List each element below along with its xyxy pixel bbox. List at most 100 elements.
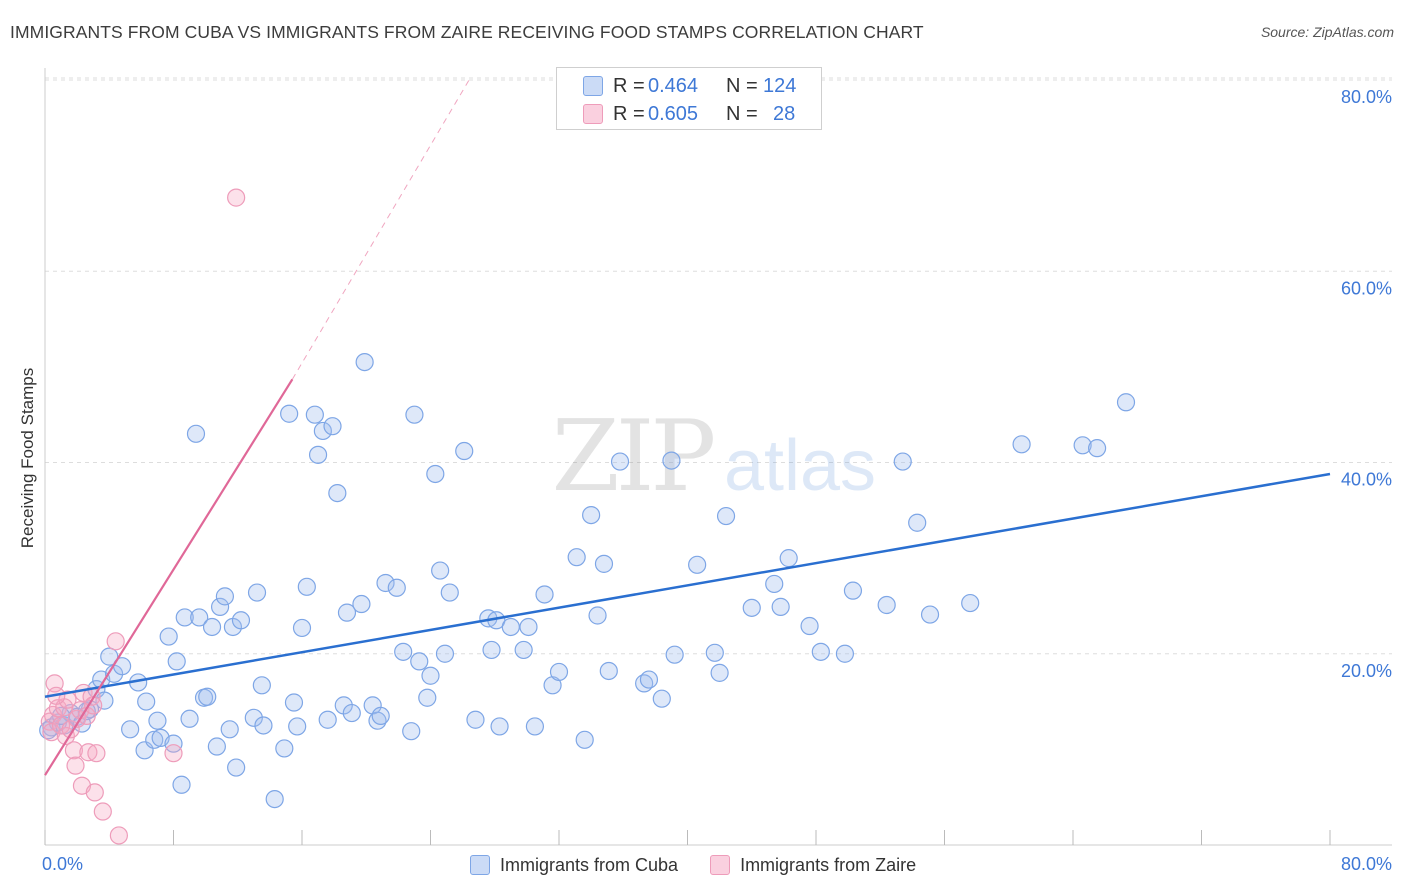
legend-row-zaire: R = 0.605 N = 28 — [557, 100, 821, 128]
cuba-point — [535, 585, 554, 604]
cuba-point — [779, 549, 798, 568]
cuba-point — [567, 548, 586, 567]
series-legend: Immigrants from Cuba Immigrants from Zai… — [470, 852, 948, 878]
cuba-point — [172, 775, 191, 794]
cuba-point — [288, 717, 307, 736]
cuba-point — [525, 717, 545, 736]
zaire-point — [85, 783, 104, 802]
watermark-zip: ZIP — [552, 400, 714, 514]
cuba-point — [811, 642, 830, 661]
y-tick-label: 40.0% — [1341, 470, 1392, 490]
zaire-point — [227, 188, 246, 207]
cuba-point — [254, 716, 273, 735]
cuba-point — [402, 722, 421, 741]
cuba-point — [180, 709, 199, 728]
cuba-point — [435, 644, 455, 663]
cuba-point — [688, 555, 707, 574]
zaire-point — [51, 716, 71, 735]
cuba-point — [100, 647, 119, 666]
cuba-point — [582, 505, 601, 525]
cuba-point — [639, 670, 659, 689]
legend-n-value: 124 — [763, 74, 797, 97]
cuba-point — [835, 644, 855, 663]
cuba-point — [198, 687, 217, 706]
cuba-point — [742, 598, 761, 617]
legend-n-label: N = — [726, 102, 758, 125]
tick-labels: 20.0% 40.0% 60.0% 80.0% 0.0% 80.0% — [42, 87, 1392, 874]
cuba-point — [490, 717, 509, 736]
zaire-point — [164, 744, 183, 763]
cuba-point — [599, 661, 618, 681]
cuba-swatch-icon — [470, 855, 490, 875]
cuba-point — [410, 652, 429, 671]
cuba-point — [426, 464, 445, 484]
cuba-point — [297, 577, 316, 596]
cuba-point — [1087, 439, 1107, 458]
cuba-point — [148, 711, 167, 730]
cuba-point — [328, 484, 347, 503]
cuba-point — [665, 645, 684, 664]
cuba-point — [482, 640, 501, 660]
legend-label-cuba: Immigrants from Cuba — [500, 854, 679, 875]
cuba-point — [1116, 393, 1136, 412]
cuba-point — [292, 618, 312, 638]
cuba-point — [421, 666, 440, 685]
cuba-point — [652, 689, 671, 708]
legend-row-cuba: R = 0.464 N = 124 — [557, 72, 821, 100]
zaire-point — [66, 756, 85, 775]
cuba-point — [466, 710, 485, 729]
cuba-point — [352, 594, 371, 614]
cuba-point — [247, 583, 267, 602]
cuba-point — [244, 708, 263, 727]
cuba-point — [440, 583, 459, 602]
zaire-point — [106, 632, 125, 651]
cuba-trendline — [44, 472, 1331, 699]
cuba-point — [549, 662, 569, 682]
cuba-point — [137, 692, 156, 711]
cuba-point — [227, 758, 246, 777]
cuba-point — [305, 405, 324, 424]
zaire-swatch-icon — [583, 104, 603, 124]
zaire-point — [87, 744, 106, 763]
cuba-point — [1073, 436, 1092, 455]
cuba-point — [765, 574, 784, 594]
chart-title: IMMIGRANTS FROM CUBA VS IMMIGRANTS FROM … — [10, 22, 924, 42]
legend-n-value: 28 — [773, 102, 796, 125]
gridlines — [45, 77, 1392, 655]
cuba-point — [167, 652, 186, 671]
cuba-point — [594, 554, 614, 573]
legend-item-zaire: Immigrants from Zaire — [710, 855, 916, 876]
watermark-atlas: atlas — [724, 426, 876, 506]
cuba-point — [318, 710, 337, 729]
cuba-point — [710, 663, 729, 682]
cuba-point — [275, 739, 294, 758]
cuba-point — [514, 640, 533, 660]
cuba-point — [800, 616, 819, 636]
cuba-point — [610, 452, 630, 471]
cuba-point — [394, 642, 413, 661]
zaire-point — [109, 826, 128, 845]
cuba-point — [280, 404, 299, 423]
cuba-point — [588, 606, 607, 625]
cuba-point — [308, 445, 328, 464]
axes — [44, 68, 1392, 846]
legend-r-value: 0.464 — [648, 74, 699, 97]
cuba-point — [252, 676, 271, 695]
cuba-point — [121, 720, 140, 739]
y-axis-label: Receiving Food Stamps — [18, 367, 37, 549]
zaire-trendline — [44, 378, 294, 776]
y-tick-label: 60.0% — [1341, 278, 1392, 298]
cuba-point — [376, 573, 395, 593]
legend-r-value: 0.605 — [648, 102, 699, 125]
cuba-point — [337, 603, 357, 622]
cuba-point — [387, 578, 406, 597]
trendlines — [44, 79, 1331, 776]
cuba-point — [705, 643, 724, 662]
cuba-point — [877, 595, 896, 615]
cuba-point — [210, 597, 230, 616]
cuba-point — [207, 737, 226, 756]
cuba-point — [220, 720, 239, 739]
zaire-swatch-icon — [710, 855, 731, 875]
cuba-point — [159, 627, 178, 646]
